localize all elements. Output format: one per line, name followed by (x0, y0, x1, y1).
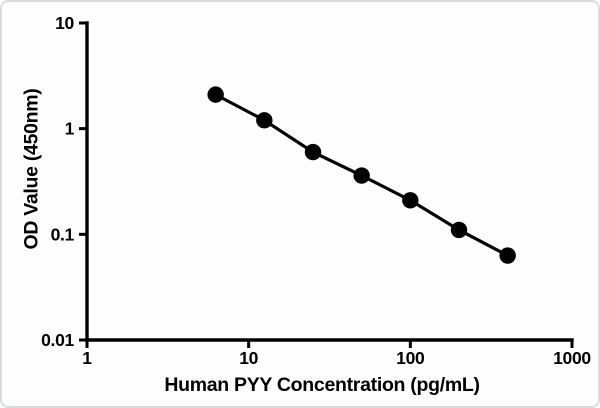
x-tick-label: 1000 (553, 348, 591, 368)
y-axis-title: OD Value (450nm) (20, 88, 43, 250)
x-tick-label: 1 (82, 348, 92, 368)
data-point (304, 143, 322, 161)
data-point (450, 221, 468, 239)
x-axis-title: Human PYY Concentration (pg/mL) (164, 374, 480, 396)
y-tick-label: 0.1 (51, 224, 75, 244)
data-point (207, 86, 224, 103)
data-point (499, 247, 516, 264)
x-tick-label: 100 (396, 348, 425, 368)
y-tick-label: 1 (65, 119, 75, 139)
data-point (256, 112, 273, 129)
y-tick-label: 10 (55, 13, 74, 33)
x-tick-label: 10 (239, 348, 258, 368)
data-point (353, 167, 370, 184)
data-point (402, 192, 419, 209)
y-tick-label: 0.01 (41, 330, 74, 350)
